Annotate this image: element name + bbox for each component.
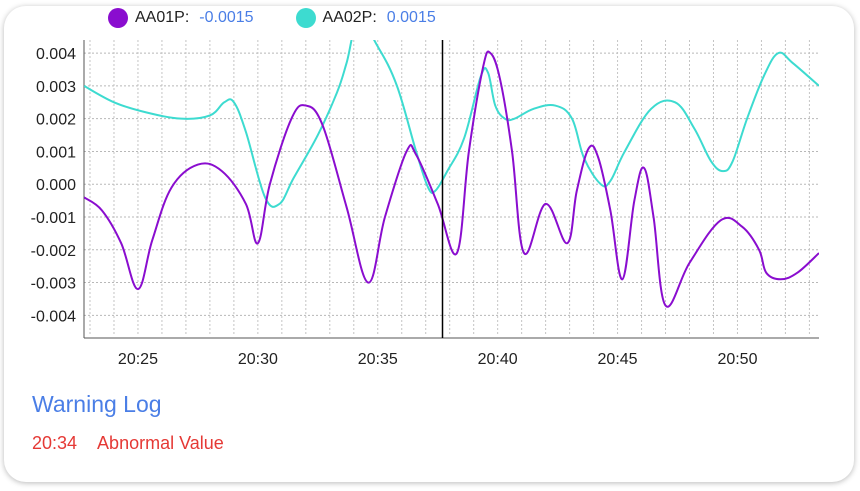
y-tick-label: -0.002 xyxy=(31,243,76,260)
y-tick-label: -0.003 xyxy=(31,276,76,293)
x-tick-label: 20:35 xyxy=(358,351,398,368)
x-tick-label: 20:30 xyxy=(238,351,278,368)
y-tick-label: 0.000 xyxy=(36,177,76,194)
legend-name: AA02P: xyxy=(322,9,377,26)
legend-dot-aa02p xyxy=(295,8,316,28)
x-tick-label: 20:40 xyxy=(478,351,518,368)
y-tick-label: 0.003 xyxy=(36,79,76,96)
chart-axes: 0.004 0.003 0.002 0.001 0.000 -0.001 -0.002 -0.… xyxy=(31,40,819,368)
legend-value: -0.0015 xyxy=(199,9,254,26)
y-tick-label: -0.001 xyxy=(31,210,76,227)
x-tick-label: 20:45 xyxy=(598,351,638,368)
chart-series xyxy=(84,40,819,308)
series-line-aa02p xyxy=(84,40,819,208)
warning-message: Abnormal Value xyxy=(97,433,224,453)
legend-item-aa02p[interactable]: AA02P: 0.0015 xyxy=(295,8,436,28)
y-tick-label: 0.004 xyxy=(36,46,76,63)
chart-legend: AA01P: -0.0015 AA02P: 0.0015 xyxy=(108,6,478,30)
legend-item-aa01p[interactable]: AA01P: -0.0015 xyxy=(108,8,254,28)
legend-value: 0.0015 xyxy=(386,9,436,26)
warning-log-entry[interactable]: 20:34 Abnormal Value xyxy=(32,433,224,454)
warning-time: 20:34 xyxy=(32,433,78,453)
legend-dot-aa01p xyxy=(108,8,128,28)
series-line-aa01p xyxy=(84,50,819,308)
x-tick-label: 20:50 xyxy=(717,351,757,368)
chart-card xyxy=(4,6,854,482)
legend-name: AA01P: xyxy=(135,9,190,26)
warning-log-title: Warning Log xyxy=(32,391,162,417)
x-tick-label: 20:25 xyxy=(118,351,158,368)
y-tick-label: 0.002 xyxy=(36,112,76,129)
y-tick-label: -0.004 xyxy=(31,308,76,325)
y-tick-label: 0.001 xyxy=(36,144,76,161)
chart-grid xyxy=(84,40,819,335)
